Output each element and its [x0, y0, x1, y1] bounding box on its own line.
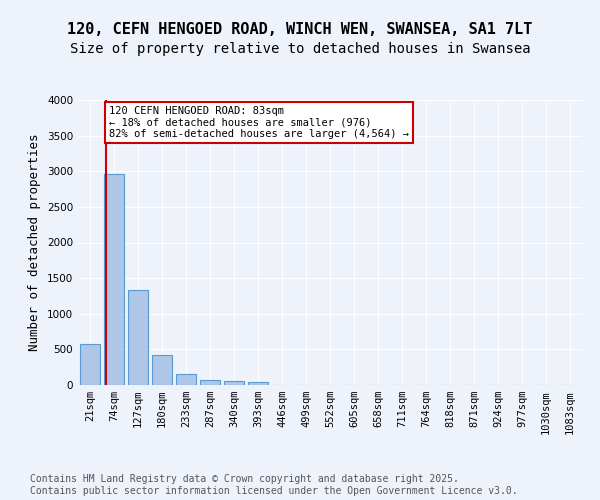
Text: 120 CEFN HENGOED ROAD: 83sqm
← 18% of detached houses are smaller (976)
82% of s: 120 CEFN HENGOED ROAD: 83sqm ← 18% of de…	[109, 106, 409, 139]
Text: Contains HM Land Registry data © Crown copyright and database right 2025.: Contains HM Land Registry data © Crown c…	[30, 474, 459, 484]
Bar	[80, 344, 100, 385]
Bar	[200, 380, 220, 385]
Text: Contains public sector information licensed under the Open Government Licence v3: Contains public sector information licen…	[30, 486, 518, 496]
Bar	[104, 174, 124, 385]
Text: Size of property relative to detached houses in Swansea: Size of property relative to detached ho…	[70, 42, 530, 56]
Bar	[224, 382, 244, 385]
Bar	[152, 355, 172, 385]
Text: 120, CEFN HENGOED ROAD, WINCH WEN, SWANSEA, SA1 7LT: 120, CEFN HENGOED ROAD, WINCH WEN, SWANS…	[67, 22, 533, 38]
Bar	[248, 382, 268, 385]
Bar	[128, 290, 148, 385]
Y-axis label: Number of detached properties: Number of detached properties	[28, 134, 41, 351]
Bar	[176, 374, 196, 385]
